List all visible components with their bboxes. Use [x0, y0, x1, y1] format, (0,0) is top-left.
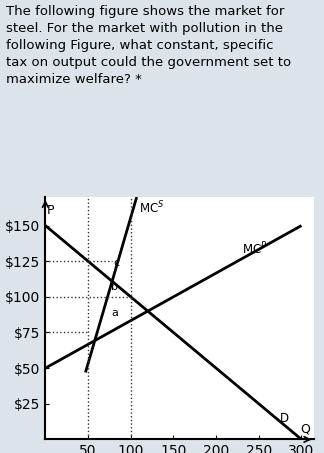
Text: a: a	[111, 308, 118, 318]
Text: c: c	[114, 258, 120, 268]
Text: MC$^S$: MC$^S$	[139, 200, 165, 217]
Text: D: D	[280, 412, 289, 425]
Text: b: b	[111, 282, 118, 292]
Text: The following figure shows the market for
steel. For the market with pollution i: The following figure shows the market fo…	[6, 5, 292, 86]
Text: MC$^P$: MC$^P$	[242, 241, 267, 257]
Text: Q: Q	[300, 422, 310, 435]
Text: P: P	[47, 204, 54, 217]
